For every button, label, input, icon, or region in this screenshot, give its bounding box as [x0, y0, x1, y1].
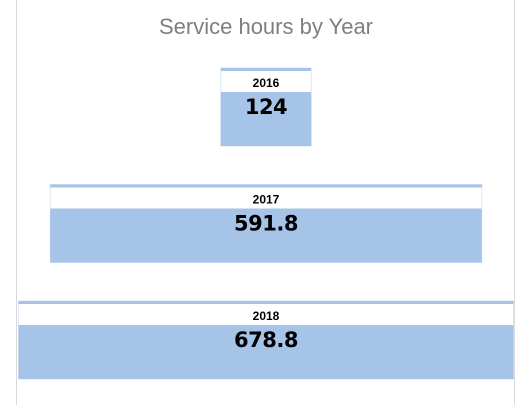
value-label: 124 [245, 95, 287, 119]
bar [50, 208, 482, 263]
category-label: 2016 [253, 76, 280, 90]
category-label: 2017 [253, 193, 280, 207]
bar [220, 92, 312, 146]
value-label: 591.8 [234, 212, 298, 236]
category-label: 2018 [253, 309, 280, 323]
bar [18, 325, 514, 379]
bar-cap [220, 68, 312, 71]
chart-title: Service hours by Year [159, 14, 373, 39]
bar-cap [50, 184, 482, 188]
bar-cap [18, 301, 514, 304]
value-label: 678.8 [234, 328, 298, 352]
